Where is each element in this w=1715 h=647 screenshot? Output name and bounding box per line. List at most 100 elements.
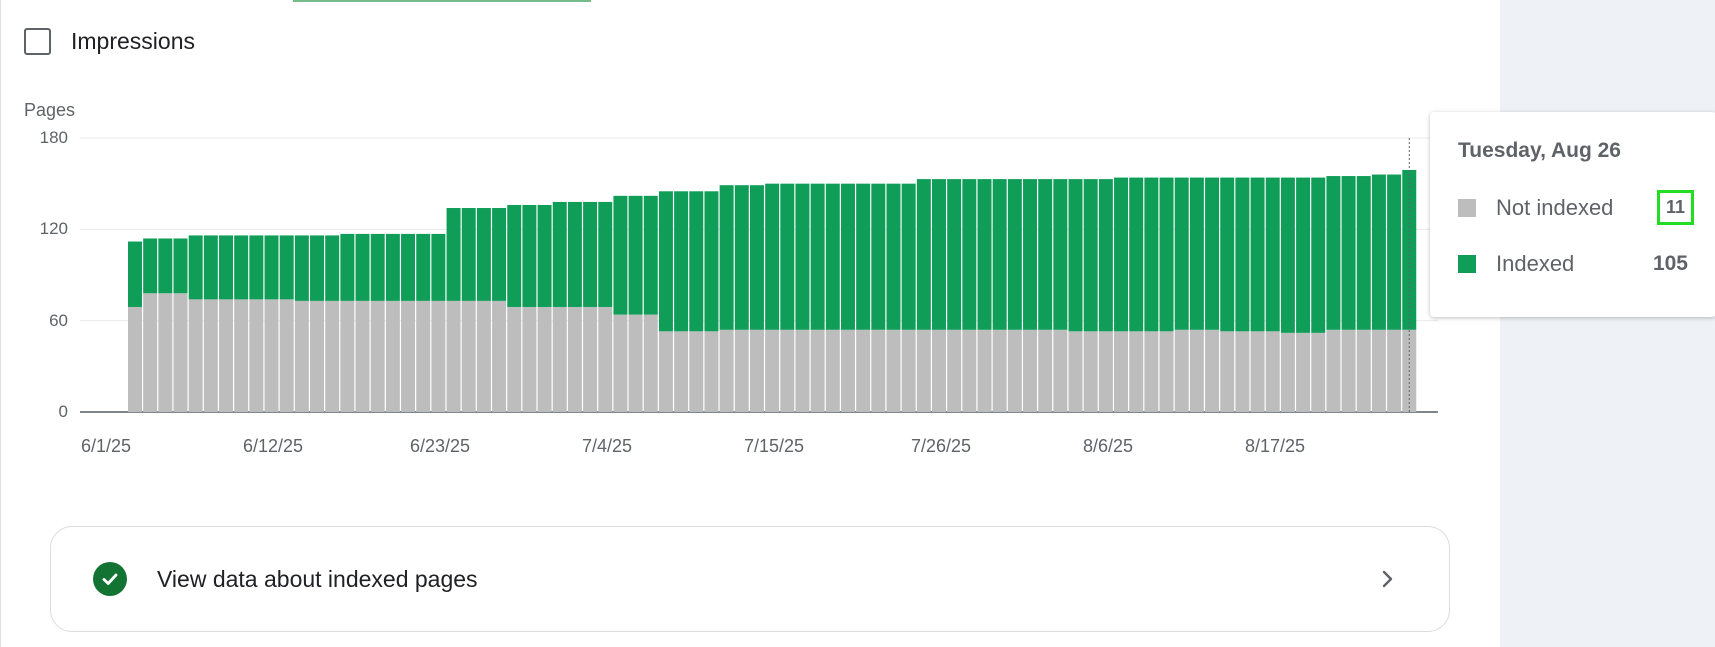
bar-indexed[interactable] bbox=[1371, 174, 1386, 330]
bar-indexed[interactable] bbox=[719, 185, 734, 330]
bar-not-indexed[interactable] bbox=[886, 329, 901, 412]
bar-indexed[interactable] bbox=[1007, 179, 1022, 330]
bar-not-indexed[interactable] bbox=[158, 293, 173, 412]
bar-indexed[interactable] bbox=[401, 233, 416, 301]
bar-not-indexed[interactable] bbox=[1159, 331, 1174, 412]
bar-indexed[interactable] bbox=[977, 179, 992, 330]
bar-indexed[interactable] bbox=[886, 183, 901, 330]
bar-indexed[interactable] bbox=[689, 191, 704, 332]
bar-indexed[interactable] bbox=[173, 238, 188, 294]
bar-not-indexed[interactable] bbox=[598, 306, 613, 412]
bar-indexed[interactable] bbox=[780, 183, 795, 330]
bar-not-indexed[interactable] bbox=[219, 299, 233, 412]
bar-indexed[interactable] bbox=[1235, 177, 1250, 332]
bar-not-indexed[interactable] bbox=[704, 331, 719, 412]
bar-not-indexed[interactable] bbox=[1038, 329, 1053, 412]
bar-indexed[interactable] bbox=[674, 191, 689, 332]
bar-not-indexed[interactable] bbox=[871, 329, 886, 412]
bar-indexed[interactable] bbox=[932, 179, 946, 330]
bar-not-indexed[interactable] bbox=[719, 329, 734, 412]
bar-not-indexed[interactable] bbox=[962, 329, 977, 412]
bar-indexed[interactable] bbox=[537, 204, 552, 307]
impressions-checkbox[interactable] bbox=[24, 28, 51, 55]
bar-indexed[interactable] bbox=[385, 233, 400, 301]
bar-not-indexed[interactable] bbox=[385, 300, 400, 412]
bar-indexed[interactable] bbox=[1265, 177, 1280, 332]
bar-indexed[interactable] bbox=[1280, 177, 1295, 333]
bar-not-indexed[interactable] bbox=[567, 306, 582, 412]
bar-indexed[interactable] bbox=[1159, 177, 1174, 332]
bar-not-indexed[interactable] bbox=[1341, 329, 1356, 412]
bar-indexed[interactable] bbox=[234, 235, 249, 300]
bar-indexed[interactable] bbox=[128, 241, 142, 307]
bar-indexed[interactable] bbox=[294, 235, 309, 301]
bar-not-indexed[interactable] bbox=[825, 329, 840, 412]
bar-not-indexed[interactable] bbox=[1250, 331, 1265, 412]
bar-not-indexed[interactable] bbox=[264, 299, 279, 412]
bar-indexed[interactable] bbox=[947, 179, 962, 330]
bar-not-indexed[interactable] bbox=[1235, 331, 1250, 412]
bar-not-indexed[interactable] bbox=[1296, 332, 1311, 412]
bar-indexed[interactable] bbox=[446, 208, 461, 301]
bar-not-indexed[interactable] bbox=[1129, 331, 1144, 412]
bar-not-indexed[interactable] bbox=[416, 300, 431, 412]
bar-not-indexed[interactable] bbox=[613, 314, 628, 412]
bar-not-indexed[interactable] bbox=[355, 300, 370, 412]
bar-not-indexed[interactable] bbox=[310, 300, 325, 412]
bar-not-indexed[interactable] bbox=[947, 329, 962, 412]
bar-indexed[interactable] bbox=[279, 235, 294, 300]
bar-not-indexed[interactable] bbox=[1220, 331, 1235, 412]
bar-not-indexed[interactable] bbox=[1311, 332, 1326, 412]
bar-indexed[interactable] bbox=[795, 183, 810, 330]
bar-indexed[interactable] bbox=[370, 233, 385, 301]
bar-indexed[interactable] bbox=[1220, 177, 1235, 332]
bar-indexed[interactable] bbox=[749, 185, 764, 330]
bar-not-indexed[interactable] bbox=[916, 329, 931, 412]
bar-not-indexed[interactable] bbox=[583, 306, 598, 412]
bar-indexed[interactable] bbox=[219, 235, 233, 300]
bar-not-indexed[interactable] bbox=[476, 300, 491, 412]
bar-not-indexed[interactable] bbox=[446, 300, 461, 412]
bar-indexed[interactable] bbox=[840, 183, 855, 330]
bar-not-indexed[interactable] bbox=[780, 329, 795, 412]
bar-indexed[interactable] bbox=[552, 201, 567, 307]
bar-indexed[interactable] bbox=[1311, 177, 1326, 333]
bar-indexed[interactable] bbox=[992, 179, 1007, 330]
bar-indexed[interactable] bbox=[143, 238, 158, 294]
bar-not-indexed[interactable] bbox=[431, 300, 446, 412]
bar-not-indexed[interactable] bbox=[461, 300, 476, 412]
bar-indexed[interactable] bbox=[825, 183, 840, 330]
bar-indexed[interactable] bbox=[901, 183, 916, 330]
bar-not-indexed[interactable] bbox=[294, 300, 309, 412]
bar-not-indexed[interactable] bbox=[977, 329, 992, 412]
bar-indexed[interactable] bbox=[1387, 174, 1402, 330]
bar-indexed[interactable] bbox=[1250, 177, 1265, 332]
bar-not-indexed[interactable] bbox=[734, 329, 749, 412]
bar-indexed[interactable] bbox=[355, 233, 370, 301]
bar-not-indexed[interactable] bbox=[279, 299, 294, 412]
bar-not-indexed[interactable] bbox=[1189, 329, 1204, 412]
bar-not-indexed[interactable] bbox=[325, 300, 340, 412]
bar-indexed[interactable] bbox=[264, 235, 279, 300]
bar-indexed[interactable] bbox=[1023, 179, 1037, 330]
bar-not-indexed[interactable] bbox=[1174, 329, 1189, 412]
bar-indexed[interactable] bbox=[310, 235, 325, 301]
bar-not-indexed[interactable] bbox=[932, 329, 946, 412]
bar-not-indexed[interactable] bbox=[674, 331, 689, 412]
bar-not-indexed[interactable] bbox=[370, 300, 385, 412]
bar-not-indexed[interactable] bbox=[507, 306, 522, 412]
bar-indexed[interactable] bbox=[1083, 179, 1098, 332]
bar-indexed[interactable] bbox=[704, 191, 719, 332]
bar-indexed[interactable] bbox=[1053, 179, 1068, 330]
view-indexed-pages-card[interactable]: View data about indexed pages bbox=[50, 526, 1450, 632]
bar-indexed[interactable] bbox=[856, 183, 871, 330]
bar-indexed[interactable] bbox=[416, 233, 431, 301]
bar-not-indexed[interactable] bbox=[552, 306, 567, 412]
bar-not-indexed[interactable] bbox=[1053, 329, 1068, 412]
bar-not-indexed[interactable] bbox=[1371, 329, 1386, 412]
bar-indexed[interactable] bbox=[916, 179, 931, 330]
bar-not-indexed[interactable] bbox=[628, 314, 643, 412]
bar-indexed[interactable] bbox=[765, 183, 780, 330]
bar-not-indexed[interactable] bbox=[522, 306, 537, 412]
bar-not-indexed[interactable] bbox=[1205, 329, 1220, 412]
